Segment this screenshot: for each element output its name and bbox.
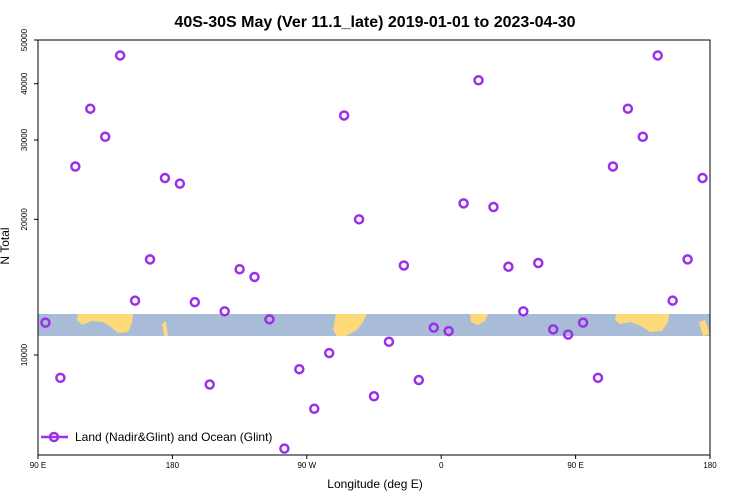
y-tick-label: 10000 [20,343,29,366]
data-point [383,336,395,348]
land-region [615,314,669,332]
data-point [592,372,604,384]
y-tick-label: 40000 [20,72,29,95]
data-point [518,306,529,317]
data-point [413,374,425,386]
data-point [309,403,320,414]
land-ocean-band [38,314,710,336]
data-point [129,295,141,306]
land-region [699,320,710,336]
x-tick-label: 90 W [297,461,316,470]
y-tick-label: 50000 [20,28,29,51]
data-point [637,131,649,142]
data-point [99,131,111,142]
x-axis-label: Longitude (deg E) [327,477,422,491]
x-tick-label: 0 [439,461,444,470]
x-axis: 90 E 180 90 W 0 90 E 180 [30,455,717,470]
data-point [562,329,574,340]
ocean-band [38,314,710,336]
data-point [279,443,290,454]
y-axis-label: N Total [0,227,12,264]
data-point [249,271,260,283]
x-tick-label: 90 E [567,461,583,470]
data-point [697,172,708,184]
data-point [682,254,693,265]
data-point [652,50,663,61]
data-point [338,110,350,121]
data-point [353,214,365,225]
data-point [473,75,484,86]
data-point [55,372,66,384]
data-point [577,317,589,328]
data-point [40,317,51,328]
plot-border [37,39,711,456]
data-point [368,391,380,402]
data-point [458,198,469,209]
data-point [667,295,678,306]
data-point [219,306,230,317]
land-region [162,321,168,336]
data-point [144,254,156,265]
y-tick-label: 20000 [20,208,29,231]
land-region [470,314,488,325]
data-points [40,50,708,454]
data-point [443,325,454,337]
data-point [607,161,619,172]
y-axis: 10000 20000 30000 40000 50000 [20,28,38,366]
x-tick-label: 180 [166,461,180,470]
legend: Land (Nadir&Glint) and Ocean (Glint) [41,430,272,444]
data-point [294,363,305,375]
plot-frame [37,39,711,456]
data-point [70,161,81,172]
x-tick-label: 180 [703,461,717,470]
data-point [85,103,96,114]
data-point [398,260,410,271]
data-point [323,347,335,359]
land-region [77,314,133,333]
data-point [204,379,215,390]
data-point [533,257,544,269]
x-tick-label: 90 E [30,461,46,470]
data-point [189,296,201,308]
data-point [503,261,514,272]
chart-title: 40S-30S May (Ver 11.1_late) 2019-01-01 t… [174,14,575,31]
legend-label: Land (Nadir&Glint) and Ocean (Glint) [75,430,272,444]
data-point [174,178,186,189]
data-point [622,103,634,114]
legend-marker [48,431,60,443]
data-point [264,314,275,325]
data-point [234,263,245,275]
data-point [114,50,126,61]
data-point [159,172,171,184]
land-region [333,314,367,336]
y-tick-label: 30000 [20,128,29,151]
data-point [428,322,439,333]
data-point [547,324,559,335]
data-point [488,201,499,213]
